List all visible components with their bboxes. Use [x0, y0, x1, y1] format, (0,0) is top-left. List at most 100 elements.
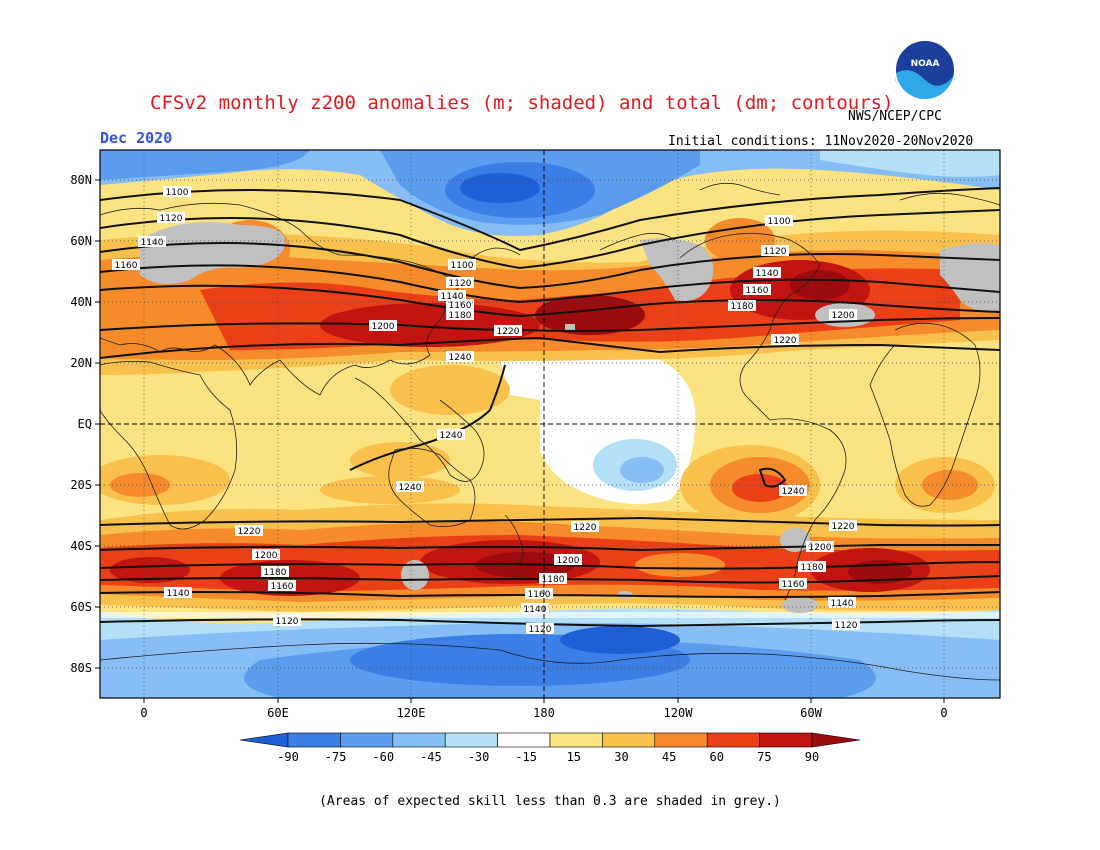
colorbar-swatch — [759, 732, 813, 748]
svg-text:1180: 1180 — [449, 311, 472, 321]
lon-tick-label: 120E — [397, 706, 426, 720]
map-panel: 1100 1120 1140 1160 1100 1120 1140 1160 … — [100, 150, 1000, 698]
graticule — [100, 150, 1000, 698]
colorbar-swatch — [602, 732, 656, 748]
colorbar-swatch — [654, 732, 708, 748]
svg-text:1160: 1160 — [528, 590, 551, 600]
colorbar-arrow-low — [239, 732, 289, 748]
colorbar: -90 -75 -60 -45 -30 -15 15 30 45 60 75 90 — [239, 732, 861, 764]
contour-label: 1240 — [446, 351, 474, 363]
contour-label: 1200 — [554, 554, 582, 566]
svg-text:1240: 1240 — [782, 487, 805, 497]
contour-label: 1160 — [525, 588, 553, 600]
svg-text:1140: 1140 — [441, 292, 464, 302]
colorbar-label: 30 — [614, 750, 628, 764]
lat-tick-label: 20N — [70, 356, 92, 370]
svg-text:1100: 1100 — [768, 217, 791, 227]
svg-text:1160: 1160 — [746, 286, 769, 296]
contour-label: 1240 — [437, 429, 465, 441]
colorbar-arrow-high — [811, 732, 861, 748]
svg-text:1160: 1160 — [782, 580, 805, 590]
svg-text:1220: 1220 — [574, 523, 597, 533]
lat-tick-label: 40N — [70, 295, 92, 309]
reference-lines — [100, 150, 1000, 698]
contour-label: 1100 — [765, 215, 793, 227]
colorbar-swatch — [392, 732, 446, 748]
lat-tick-label: 40S — [70, 539, 92, 553]
lon-tick-label: 120W — [664, 706, 694, 720]
lon-tick-label: 0 — [140, 706, 147, 720]
contour-label: 1160 — [446, 299, 474, 311]
contour-label: 1220 — [235, 525, 263, 537]
svg-text:1200: 1200 — [557, 556, 580, 566]
longitude-axis: 0 60E 120E 180 120W 60W 0 — [140, 698, 948, 720]
contour-label: 1140 — [164, 587, 192, 599]
svg-text:1200: 1200 — [832, 311, 855, 321]
lat-tick-label: EQ — [78, 417, 92, 431]
svg-text:1220: 1220 — [832, 522, 855, 532]
contour-label: 1140 — [828, 597, 856, 609]
colorbar-label: -30 — [468, 750, 490, 764]
contour-label: 1220 — [571, 521, 599, 533]
colorbar-swatch — [497, 732, 551, 748]
colorbar-swatch — [444, 732, 498, 748]
colorbar-swatch — [287, 732, 341, 748]
contour-label: 1140 — [521, 603, 549, 615]
svg-text:1120: 1120 — [835, 621, 858, 631]
lat-tick-label: 20S — [70, 478, 92, 492]
contour-label: 1220 — [494, 325, 522, 337]
contour-label: 1200 — [806, 541, 834, 553]
contour-label: 1180 — [539, 573, 567, 585]
colorbar-label: 75 — [757, 750, 771, 764]
svg-text:1240: 1240 — [449, 353, 472, 363]
svg-text:1200: 1200 — [809, 543, 832, 553]
lat-tick-label: 60N — [70, 234, 92, 248]
contour-label: 1200 — [252, 549, 280, 561]
svg-text:1140: 1140 — [831, 599, 854, 609]
colorbar-label: -60 — [372, 750, 394, 764]
svg-text:1160: 1160 — [115, 261, 138, 271]
contour-label: 1120 — [526, 623, 554, 635]
colorbar-label: -75 — [325, 750, 347, 764]
contour-label: 1240 — [396, 481, 424, 493]
colorbar-label: 45 — [662, 750, 676, 764]
contour-label: 1120 — [761, 245, 789, 257]
svg-text:1220: 1220 — [238, 527, 261, 537]
svg-text:1200: 1200 — [255, 551, 278, 561]
svg-text:1140: 1140 — [141, 238, 164, 248]
svg-text:1120: 1120 — [449, 279, 472, 289]
colorbar-label: -45 — [420, 750, 442, 764]
svg-text:1240: 1240 — [399, 483, 422, 493]
contour-label: 1140 — [438, 290, 466, 302]
colorbar-swatch — [549, 732, 603, 748]
lat-tick-label: 60S — [70, 600, 92, 614]
lat-tick-label: 80S — [70, 661, 92, 675]
svg-text:1120: 1120 — [764, 247, 787, 257]
contour-label: 1120 — [157, 212, 185, 224]
colorbar-swatch — [340, 732, 394, 748]
contour-label: 1180 — [728, 300, 756, 312]
lon-tick-label: 60W — [800, 706, 822, 720]
colorbar-label: -15 — [515, 750, 537, 764]
contour-label: 1120 — [832, 619, 860, 631]
svg-text:1100: 1100 — [166, 188, 189, 198]
contour-label: 1120 — [273, 615, 301, 627]
lon-tick-label: 60E — [267, 706, 289, 720]
svg-text:1160: 1160 — [449, 301, 472, 311]
svg-text:1200: 1200 — [372, 322, 395, 332]
contour-labels: 1100 1120 1140 1160 1100 1120 1140 1160 … — [112, 186, 860, 635]
colorbar-label: 15 — [567, 750, 581, 764]
svg-text:1240: 1240 — [440, 431, 463, 441]
contour-label: 1180 — [261, 566, 289, 578]
logo-text: NOAA — [911, 59, 940, 69]
svg-text:1140: 1140 — [756, 269, 779, 279]
contour-label: 1220 — [771, 334, 799, 346]
skill-footnote: (Areas of expected skill less than 0.3 a… — [319, 794, 781, 809]
svg-text:1180: 1180 — [542, 575, 565, 585]
contour-label: 1180 — [798, 561, 826, 573]
contour-label: 1200 — [369, 320, 397, 332]
agency-label: NWS/NCEP/CPC — [848, 109, 942, 124]
svg-text:1140: 1140 — [524, 605, 547, 615]
colorbar-label: 60 — [710, 750, 724, 764]
